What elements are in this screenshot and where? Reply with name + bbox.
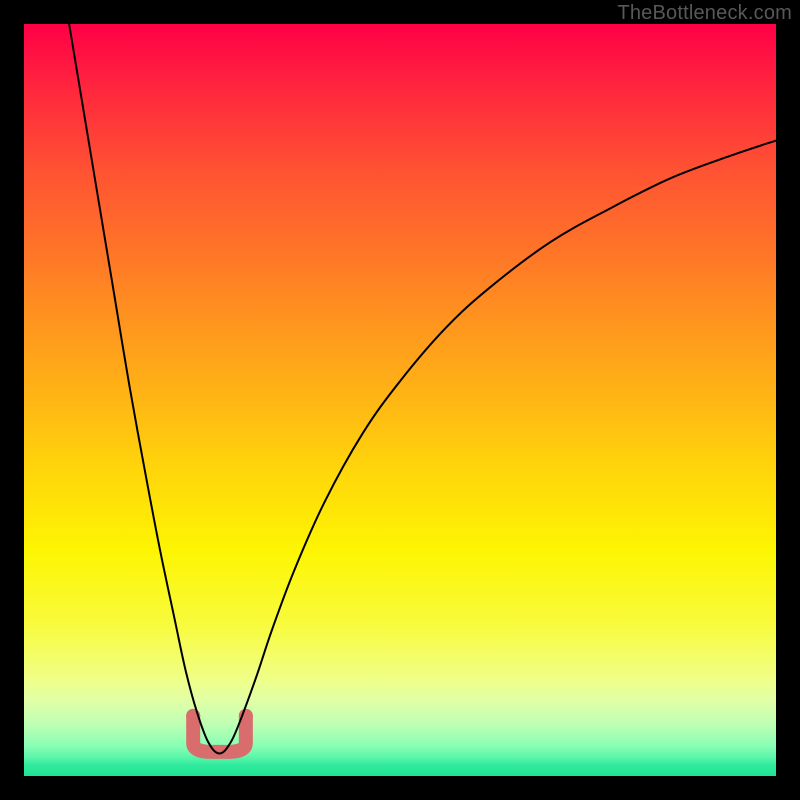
- chart-frame: TheBottleneck.com: [0, 0, 800, 800]
- watermark-text: TheBottleneck.com: [617, 2, 792, 25]
- bottleneck-curve-layer: [24, 24, 776, 776]
- optimal-range-marker: [193, 716, 246, 752]
- bottleneck-curve: [69, 24, 776, 753]
- plot-area: [24, 24, 776, 776]
